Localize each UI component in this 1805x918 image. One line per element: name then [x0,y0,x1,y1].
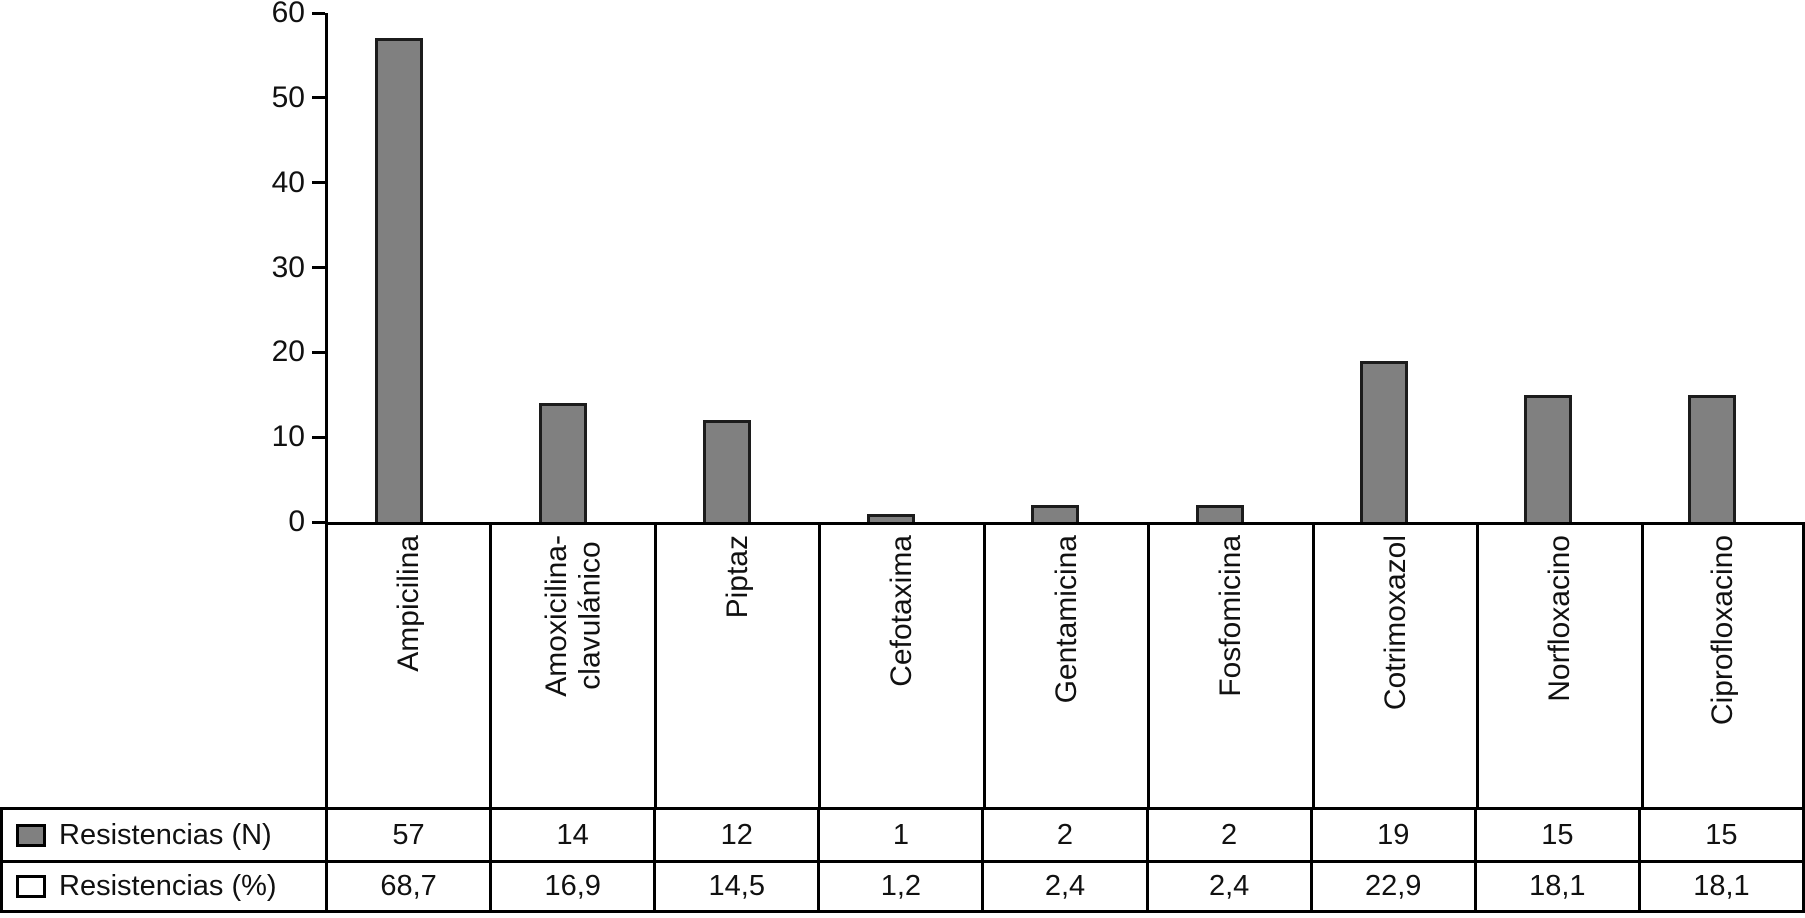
y-tick: 0 [288,507,325,537]
bar [539,403,588,522]
bar-column-cotrimoxazol [1313,13,1477,522]
legend-cell: Resistencias (%) [3,860,325,910]
bar [1687,394,1736,522]
bar [1359,360,1408,522]
table-value-cell: 2 [1145,810,1310,860]
y-tick: 50 [271,80,325,114]
table-value-cell: 14 [489,810,653,860]
bar [867,513,916,522]
category-label: Ampicilina [391,535,425,672]
y-tick: 30 [271,250,325,284]
category-label: Cotrimoxazol [1378,535,1412,711]
bar [375,38,424,522]
category-label: Gentamicina [1049,535,1083,704]
category-label: Fosfomicina [1214,535,1248,697]
category-cell: Cefotaxima [818,525,982,807]
y-axis: 0 10 20 30 40 50 60 [0,0,325,537]
table-value-cell: 22,9 [1309,860,1474,910]
y-tick-mark [312,11,325,15]
bar-column-ciprofloxacino [1641,13,1805,522]
bar [1031,505,1080,522]
empty-swatch-icon [16,875,46,898]
table-value-cell: 15 [1637,810,1802,860]
table-value-cell: 14,5 [653,860,818,910]
y-tick-label: 10 [271,420,305,454]
plot-area [325,13,1805,525]
y-tick: 10 [272,422,325,452]
table-value-cell: 1,2 [817,860,982,910]
category-cell: Gentamicina [982,525,1147,807]
y-tick-label: 20 [271,335,305,369]
bar-column-piptaz [656,13,820,522]
category-cell: Cotrimoxazol [1311,525,1476,807]
table-value-cell: 16,9 [489,860,654,910]
table-value-cell: 68,7 [325,860,490,910]
y-tick-label: 50 [271,80,305,114]
category-label: Norfloxacino [1543,535,1577,702]
table-value-cell: 15 [1473,810,1638,860]
table-value-cell: 12 [653,810,817,860]
bar-column-ampicilina [328,13,492,522]
legend-label: Resistencias (%) [59,870,277,902]
y-tick-mark [312,96,325,100]
bar-column-gentamicina [984,13,1148,522]
data-table: Resistencias (N) 57 14 12 1 2 2 19 15 15 Resistenc… [0,807,1805,913]
table-value-cell: 18,1 [1473,860,1638,910]
bar-column-cefotaxima [820,13,984,522]
category-label-row: Ampicilina Amoxicilina- clavulánico Piptaz… [325,525,1805,807]
bar [1523,394,1572,522]
bar [1195,505,1244,522]
y-tick-label: 40 [271,165,305,199]
y-tick-mark [312,520,325,524]
y-tick-mark [312,181,325,185]
table-value-cell: 2,4 [1145,860,1310,910]
bar-column-norfloxacino [1477,13,1641,522]
y-tick: 60 [272,0,325,28]
category-cell: Ciprofloxacino [1640,525,1805,807]
y-tick-label: 30 [271,250,305,284]
filled-swatch-icon [16,823,46,847]
table-value-cell: 2,4 [981,860,1146,910]
category-label: Amoxicilina- clavulánico [539,535,607,697]
category-cell: Amoxicilina- clavulánico [489,525,653,807]
bar-column-fosfomicina [1149,13,1313,522]
y-tick-mark [312,350,325,354]
category-label: Ciprofloxacino [1705,535,1739,726]
category-label: Piptaz [720,535,754,619]
table-value-cell: 57 [325,810,489,860]
category-cell: Norfloxacino [1476,525,1640,807]
legend-cell: Resistencias (N) [3,810,325,860]
table-value-cell: 18,1 [1637,860,1802,910]
category-cell: Piptaz [653,525,818,807]
y-tick-mark [312,266,325,269]
category-label: Cefotaxima [885,535,919,687]
y-tick-label: 0 [288,505,305,538]
category-cell: Fosfomicina [1147,525,1311,807]
bar-column-amoxicilina-clavul-nico [492,13,656,522]
y-tick: 40 [271,165,325,199]
category-cell: Ampicilina [325,525,489,807]
legend-label: Resistencias (N) [59,818,272,851]
table-value-cell: 1 [817,810,981,860]
y-tick-label: 60 [271,0,305,29]
table-value-cell: 19 [1309,810,1474,860]
y-tick-mark [312,435,325,439]
table-value-cell: 2 [981,810,1145,860]
bar [703,420,752,522]
y-tick: 20 [272,337,325,367]
